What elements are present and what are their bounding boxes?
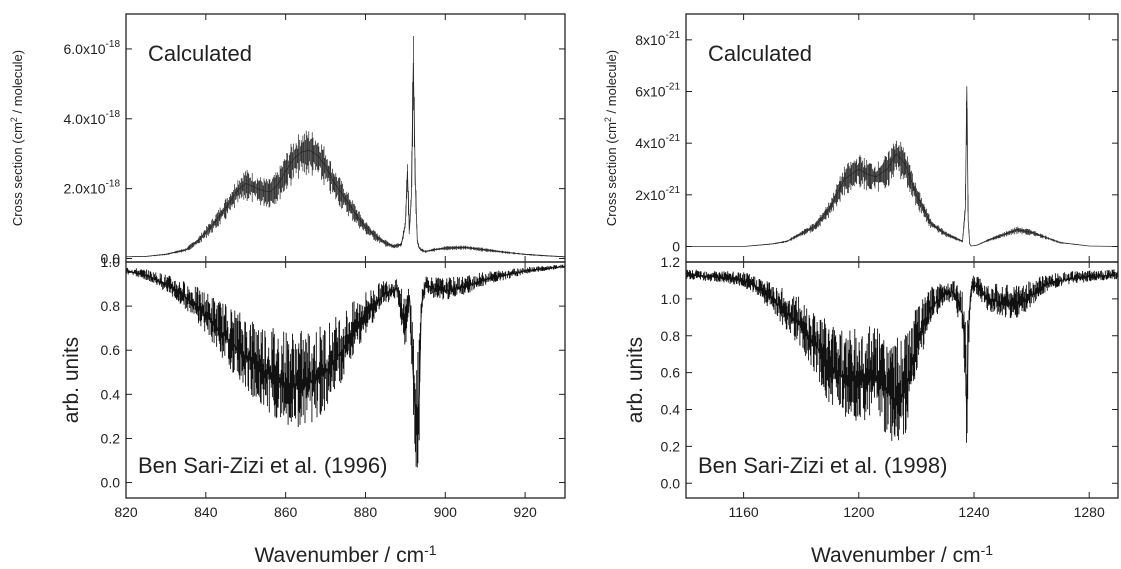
spectrum-fine-structure: [126, 36, 565, 258]
calculated-label: Calculated: [708, 41, 812, 66]
x-tick-label: 1160: [729, 504, 759, 520]
x-tick-label: 1240: [958, 504, 989, 520]
measured-right-panel: 0.0 0.2 0.4 0.6 0.8 1.0 1.2 1160 1200 1240 1280 Ben…: [624, 254, 1119, 567]
spectrum-fine-structure: [745, 101, 1116, 247]
y-tick-label: 0.6: [661, 365, 681, 381]
y-tick-label: 0.6: [101, 342, 121, 358]
x-tick-label: 1200: [843, 504, 874, 520]
y-tick-label: 4.0x10-18: [64, 109, 121, 127]
x-axis-label: Wavenumber / cm-1: [254, 542, 436, 567]
y-tick-label: 4x10-21: [635, 133, 680, 151]
y-tick-label: 2x10-21: [635, 185, 680, 203]
x-tick-label: 920: [513, 504, 537, 520]
plot-frame: [125, 261, 566, 499]
y-tick-label: 6x10-21: [635, 82, 680, 100]
reference-label: Ben Sari-Zizi et al. (1996): [138, 453, 387, 478]
x-axis-label: Wavenumber / cm-1: [811, 542, 993, 567]
x-tick-label: 820: [114, 504, 138, 520]
y-tick-label: 0.8: [101, 298, 121, 314]
y-axis-label: Cross section (cm2 / molecule): [9, 50, 25, 226]
reference-label: Ben Sari-Zizi et al. (1998): [698, 453, 947, 478]
y-axis-label: arb. units: [624, 337, 647, 423]
x-tick-label: 900: [434, 504, 458, 520]
y-tick-label: 1.0: [101, 254, 121, 270]
y-tick-label: 0.0: [101, 251, 121, 267]
y-tick-label: 1.0: [661, 291, 681, 307]
calculated-left-panel: 0.0 2.0x10-18 4.0x10-18 6.0x10-18 Calculated…: [9, 13, 566, 267]
y-tick-label: 0.8: [661, 328, 681, 344]
y-tick-label: 0: [672, 239, 680, 255]
y-tick-label: 1.2: [661, 254, 681, 270]
plot-frame: [685, 261, 1119, 499]
y-tick-label: 0.0: [661, 475, 681, 491]
y-tick-label: 0.4: [661, 402, 681, 418]
y-tick-label: 8x10-21: [635, 30, 680, 48]
absorption-band: [125, 264, 566, 468]
x-tick-label: 1280: [1074, 504, 1105, 520]
y-tick-label: 0.2: [101, 430, 121, 446]
x-tick-label: 880: [354, 504, 378, 520]
spectrum-line: [125, 62, 566, 258]
y-tick-label: 2.0x10-18: [64, 179, 121, 197]
absorption-band: [685, 269, 1119, 443]
y-axis-label: arb. units: [60, 337, 83, 423]
y-tick-label: 0.0: [101, 475, 121, 491]
calculated-label: Calculated: [148, 41, 252, 66]
y-tick-label: 6.0x10-18: [64, 39, 121, 57]
y-axis-label: Cross section (cm2 / molecule): [603, 50, 619, 226]
x-tick-label: 840: [194, 504, 218, 520]
measured-left-panel: 0.0 0.2 0.4 0.6 0.8 1.0 820 840 860 880 900 920 Ben …: [60, 254, 566, 567]
x-tick-label: 860: [274, 504, 298, 520]
y-tick-label: 0.2: [661, 438, 681, 454]
spectrum-line: [686, 86, 1119, 247]
calculated-right-panel: 0 2x10-21 4x10-21 6x10-21 8x10-21 Calculated C…: [603, 13, 1119, 263]
y-tick-label: 0.4: [101, 386, 121, 402]
